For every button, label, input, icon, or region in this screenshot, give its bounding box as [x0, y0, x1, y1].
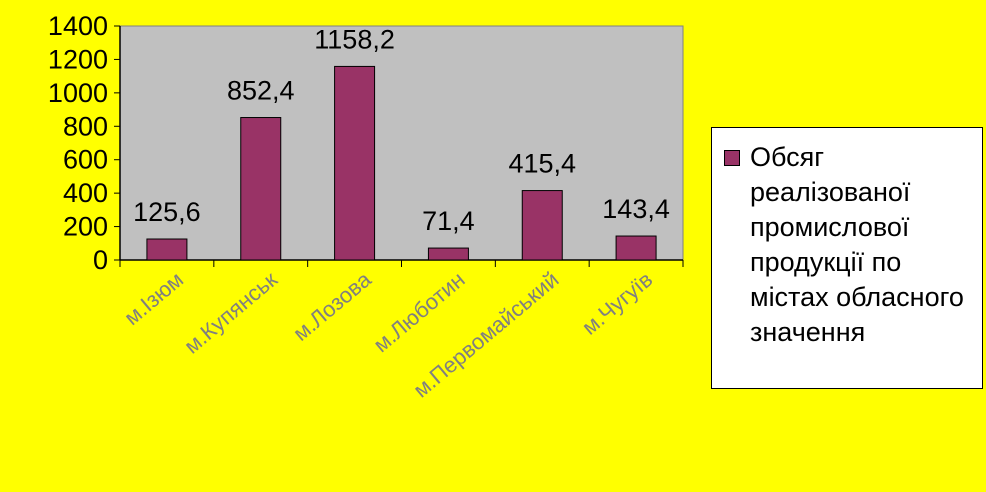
data-label: 852,4 — [227, 76, 295, 106]
legend-swatch — [724, 150, 740, 166]
data-label: 143,4 — [602, 194, 670, 224]
bar — [521, 190, 563, 261]
data-label: 415,4 — [508, 149, 576, 179]
y-tick-label: 1200 — [48, 44, 108, 74]
plot-area — [119, 25, 684, 261]
data-label: 1158,2 — [314, 24, 395, 54]
y-tick-label: 1000 — [48, 78, 108, 108]
x-tick-label: м.Лозова — [288, 266, 376, 346]
y-tick-label: 600 — [63, 145, 108, 175]
x-tick-label: м.Ізюм — [119, 267, 188, 330]
legend: Обсяг реалізованої промислової продукції… — [711, 127, 983, 389]
bar — [146, 238, 188, 261]
y-tick-label: 0 — [93, 245, 108, 275]
bar — [615, 235, 657, 261]
x-tick-label: м.Чугуїв — [577, 267, 657, 340]
y-tick-label: 200 — [63, 212, 108, 242]
legend-label: Обсяг реалізованої промислової продукції… — [750, 142, 964, 347]
x-ticks — [119, 260, 684, 267]
bar — [240, 117, 282, 261]
y-tick-label: 400 — [63, 178, 108, 208]
x-tick-label: м.Купянськ — [179, 266, 282, 358]
y-tick-label: 1400 — [48, 11, 108, 41]
y-tick-label: 800 — [63, 111, 108, 141]
bars — [146, 65, 657, 261]
bar — [334, 65, 376, 261]
data-labels: 125,6 852,4 1158,2 71,4 415,4 143,4 — [133, 24, 670, 236]
bar — [427, 247, 469, 261]
data-label: 71,4 — [422, 206, 475, 236]
data-label: 125,6 — [133, 197, 201, 227]
